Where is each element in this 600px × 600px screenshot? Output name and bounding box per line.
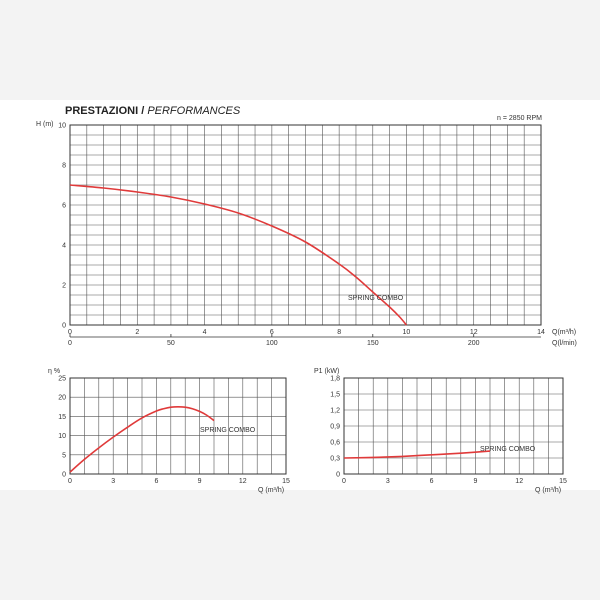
y-tick-label: 0 <box>336 472 340 479</box>
series-label: SPRING COMBO <box>200 427 256 434</box>
x-tick-label: 14 <box>537 329 545 336</box>
page-top-band <box>0 0 600 100</box>
series-curve-1 <box>343 450 491 459</box>
plot-frame <box>69 124 542 326</box>
y-tick-label: 1,8 <box>330 376 340 383</box>
x-tick-label: 12 <box>239 478 247 485</box>
x-tick-label: 8 <box>337 329 341 336</box>
x-axis-label: Q(m³/h) <box>552 329 576 336</box>
page-bottom-band <box>0 490 600 600</box>
series-label: SPRING COMBO <box>480 446 536 453</box>
performance-header: PRESTAZIONI / PERFORMANCES <box>65 105 240 117</box>
x-tick-label: 3 <box>111 478 115 485</box>
x-tick-label: 9 <box>473 478 477 485</box>
x-tick-label: 15 <box>559 478 567 485</box>
x-tick-label: 6 <box>154 478 158 485</box>
x-axis-label: Q (m³/h) <box>535 487 561 494</box>
x-tick-label: 10 <box>403 329 411 336</box>
x-tick-label: 0 <box>68 329 72 336</box>
y-tick-label: 20 <box>58 395 66 402</box>
y-axis-label: H (m) <box>36 121 54 128</box>
plot-frame <box>343 377 564 475</box>
secondary-x-axis-label: Q(l/min) <box>552 340 577 347</box>
y-tick-label: 25 <box>58 376 66 383</box>
y-tick-label: 4 <box>62 243 66 250</box>
series-label: SPRING COMBO <box>348 295 404 302</box>
y-tick-label: 1,5 <box>330 392 340 399</box>
x-axis-label: Q (m³/h) <box>258 487 284 494</box>
x-tick-label: 6 <box>270 329 274 336</box>
y-tick-label: 15 <box>58 414 66 421</box>
x-tick-label: 12 <box>515 478 523 485</box>
series-curve-1 <box>69 184 408 326</box>
plot-frame <box>69 377 287 475</box>
x-tick-label: 4 <box>203 329 207 336</box>
secondary-x-tick-label: 100 <box>266 340 278 347</box>
y-tick-label: 0,9 <box>330 424 340 431</box>
x-tick-label: 6 <box>430 478 434 485</box>
y-axis-label: η % <box>48 368 60 375</box>
y-tick-label: 0 <box>62 323 66 330</box>
secondary-x-tick-label: 50 <box>167 340 175 347</box>
chart-3 <box>343 377 564 475</box>
x-tick-label: 15 <box>282 478 290 485</box>
secondary-x-tick-label: 0 <box>68 340 72 347</box>
y-tick-label: 5 <box>62 452 66 459</box>
secondary-x-tick-label: 150 <box>367 340 379 347</box>
header-title-main: PRESTAZIONI / <box>65 105 145 117</box>
y-tick-label: 0 <box>62 472 66 479</box>
y-axis-label: P1 (kW) <box>314 368 339 375</box>
y-tick-label: 8 <box>62 163 66 170</box>
x-tick-label: 2 <box>135 329 139 336</box>
secondary-x-tick-label: 200 <box>468 340 480 347</box>
x-tick-label: 0 <box>342 478 346 485</box>
y-tick-label: 0,6 <box>330 440 340 447</box>
y-tick-label: 2 <box>62 283 66 290</box>
chart-2 <box>69 377 287 475</box>
x-tick-label: 9 <box>198 478 202 485</box>
y-tick-label: 6 <box>62 203 66 210</box>
y-tick-label: 0,3 <box>330 456 340 463</box>
x-tick-label: 3 <box>386 478 390 485</box>
y-tick-label: 10 <box>58 123 66 130</box>
x-tick-label: 0 <box>68 478 72 485</box>
x-tick-label: 12 <box>470 329 478 336</box>
y-tick-label: 10 <box>58 433 66 440</box>
series-curve-1 <box>69 405 215 473</box>
rpm-label: n = 2850 RPM <box>497 115 542 122</box>
header-title-sub: PERFORMANCES <box>147 105 241 117</box>
y-tick-label: 1,2 <box>330 408 340 415</box>
chart-1 <box>69 124 542 338</box>
